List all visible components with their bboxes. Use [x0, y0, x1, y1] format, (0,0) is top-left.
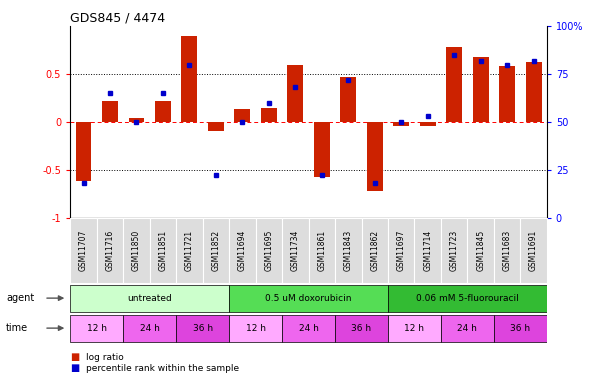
Bar [208, 122, 224, 132]
Bar [261, 108, 277, 122]
Bar [97, 217, 123, 283]
Text: 24 h: 24 h [299, 324, 318, 333]
Bar [420, 122, 436, 126]
Text: 36 h: 36 h [510, 324, 530, 333]
Bar [467, 217, 494, 283]
Bar [235, 110, 251, 122]
Text: log ratio: log ratio [86, 352, 123, 362]
Bar [176, 217, 203, 283]
Bar [150, 217, 176, 283]
Text: GSM11862: GSM11862 [370, 230, 379, 271]
Bar [494, 217, 521, 283]
Bar [70, 285, 229, 312]
Text: 12 h: 12 h [87, 324, 107, 333]
Bar [393, 122, 409, 126]
Bar [255, 217, 282, 283]
Bar [287, 64, 303, 122]
Bar [176, 315, 229, 342]
Bar [525, 62, 541, 122]
Text: 36 h: 36 h [192, 324, 213, 333]
Text: GSM11861: GSM11861 [317, 230, 326, 271]
Text: GSM11694: GSM11694 [238, 230, 247, 271]
Text: 36 h: 36 h [351, 324, 371, 333]
Bar [388, 315, 441, 342]
Text: agent: agent [6, 293, 34, 303]
Bar [388, 217, 414, 283]
Bar [446, 47, 462, 122]
Text: GSM11691: GSM11691 [529, 230, 538, 271]
Bar [388, 285, 547, 312]
Bar [340, 77, 356, 122]
Bar [229, 285, 388, 312]
Bar [494, 315, 547, 342]
Text: 12 h: 12 h [404, 324, 425, 333]
Text: time: time [6, 323, 28, 333]
Bar [70, 315, 123, 342]
Bar [309, 217, 335, 283]
Text: GSM11716: GSM11716 [106, 230, 114, 271]
Bar [473, 57, 489, 122]
Bar [282, 315, 335, 342]
Bar [282, 217, 309, 283]
Text: 12 h: 12 h [246, 324, 266, 333]
Text: GSM11845: GSM11845 [476, 230, 485, 271]
Bar [102, 101, 118, 122]
Bar [203, 217, 229, 283]
Bar [441, 217, 467, 283]
Bar [76, 122, 92, 181]
Text: GSM11714: GSM11714 [423, 230, 432, 271]
Text: ■: ■ [70, 352, 79, 362]
Bar [521, 217, 547, 283]
Text: 24 h: 24 h [140, 324, 159, 333]
Bar [362, 217, 388, 283]
Bar [335, 315, 388, 342]
Text: GSM11850: GSM11850 [132, 230, 141, 271]
Bar [335, 217, 362, 283]
Text: GSM11695: GSM11695 [265, 230, 273, 271]
Bar [128, 118, 144, 122]
Text: GSM11723: GSM11723 [450, 230, 459, 271]
Text: ■: ■ [70, 363, 79, 373]
Text: 24 h: 24 h [458, 324, 477, 333]
Bar [155, 101, 171, 122]
Text: 0.5 uM doxorubicin: 0.5 uM doxorubicin [265, 294, 352, 303]
Bar [367, 122, 382, 191]
Bar [229, 315, 282, 342]
Text: percentile rank within the sample: percentile rank within the sample [86, 364, 239, 373]
Bar [229, 217, 255, 283]
Bar [181, 36, 197, 122]
Text: GSM11697: GSM11697 [397, 230, 406, 271]
Text: GSM11852: GSM11852 [211, 230, 221, 271]
Text: GDS845 / 4474: GDS845 / 4474 [70, 11, 166, 24]
Bar [441, 315, 494, 342]
Bar [499, 66, 515, 122]
Text: GSM11707: GSM11707 [79, 230, 88, 271]
Text: 0.06 mM 5-fluorouracil: 0.06 mM 5-fluorouracil [416, 294, 519, 303]
Text: GSM11683: GSM11683 [503, 230, 511, 271]
Bar [414, 217, 441, 283]
Text: untreated: untreated [127, 294, 172, 303]
Text: GSM11843: GSM11843 [344, 230, 353, 271]
Text: GSM11851: GSM11851 [158, 230, 167, 271]
Bar [123, 217, 150, 283]
Bar [123, 315, 176, 342]
Text: GSM11734: GSM11734 [291, 230, 300, 271]
Bar [314, 122, 330, 177]
Bar [70, 217, 97, 283]
Text: GSM11721: GSM11721 [185, 230, 194, 271]
